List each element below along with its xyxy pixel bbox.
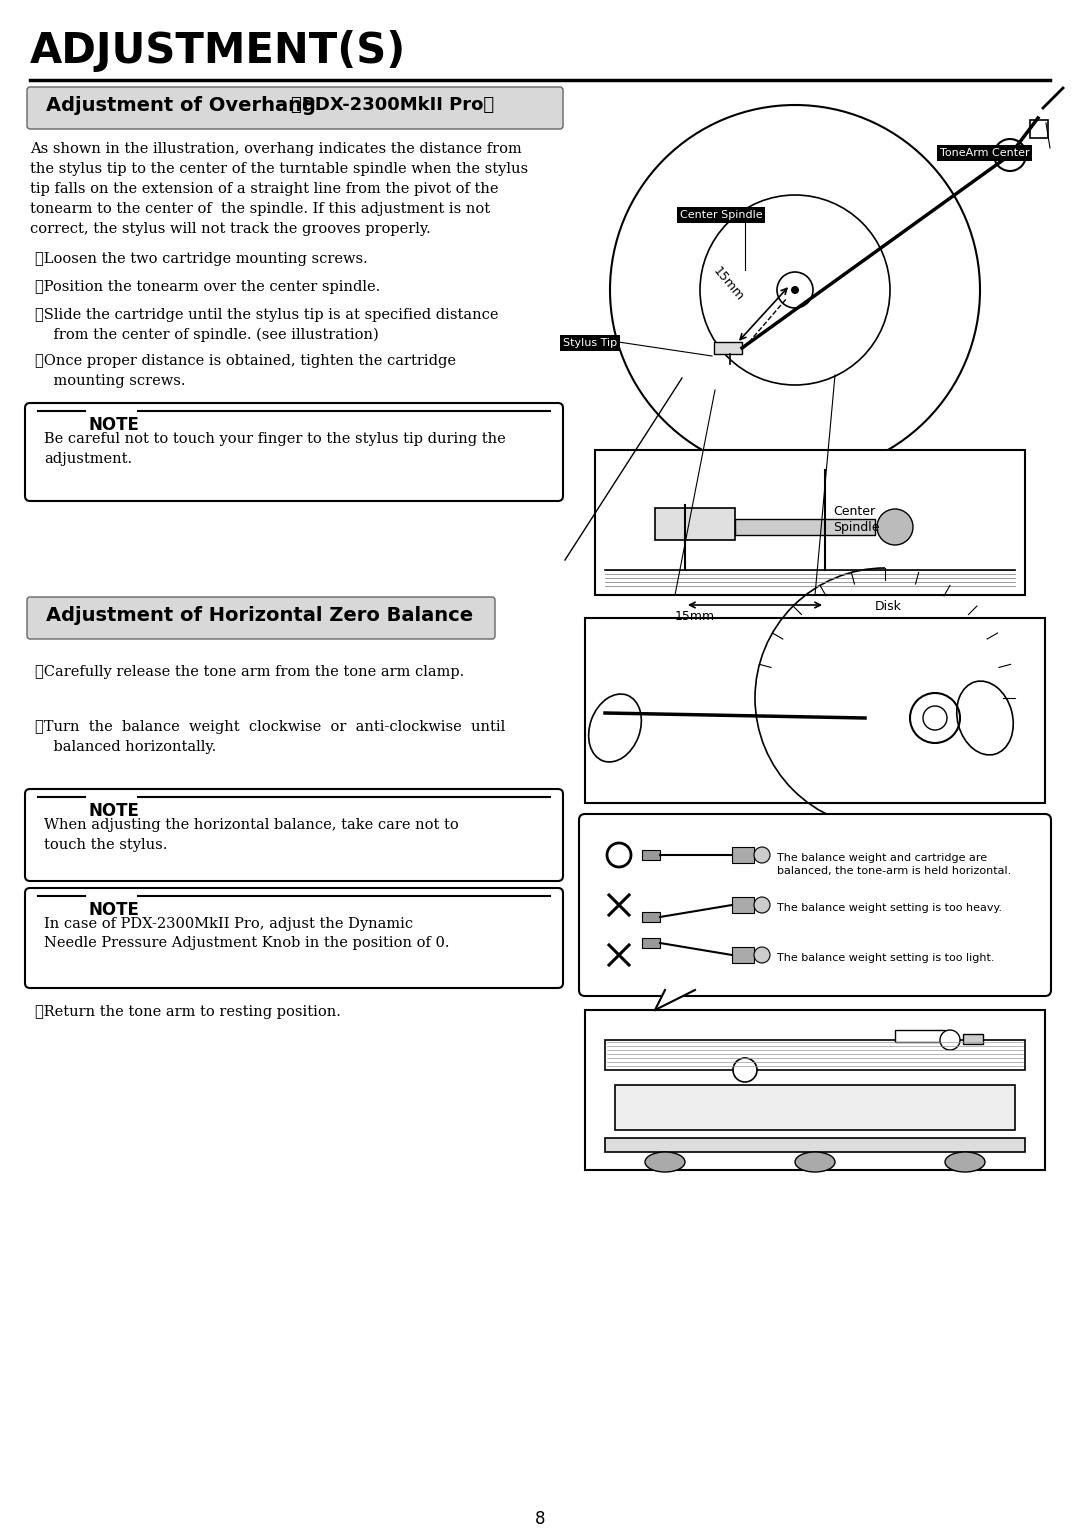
FancyBboxPatch shape [579,814,1051,996]
Text: 15mm: 15mm [675,610,715,623]
Text: In case of PDX-2300MkII Pro, adjust the Dynamic
Needle Pressure Adjustment Knob : In case of PDX-2300MkII Pro, adjust the … [44,917,449,950]
FancyBboxPatch shape [27,87,563,128]
Text: Adjustment of Overhang: Adjustment of Overhang [46,96,315,115]
Text: When adjusting the horizontal balance, take care not to
touch the stylus.: When adjusting the horizontal balance, t… [44,817,459,851]
Circle shape [791,286,799,293]
Text: ToneArm Center: ToneArm Center [940,148,1029,157]
Text: ③Slide the cartridge until the stylus tip is at specified distance
    from the : ③Slide the cartridge until the stylus ti… [35,309,499,342]
Bar [585,1010,1045,1170]
Text: ②Turn  the  balance  weight  clockwise  or  anti-clockwise  until
    balanced h: ②Turn the balance weight clockwise or an… [35,720,505,753]
Bar [642,938,660,947]
Text: ①Loosen the two cartridge mounting screws.: ①Loosen the two cartridge mounting screw… [35,252,368,266]
Text: ADJUSTMENT(S): ADJUSTMENT(S) [30,31,406,72]
Bar [605,1138,1025,1152]
Bar [615,1085,1015,1131]
Circle shape [754,847,770,863]
Text: Adjustment of Horizontal Zero Balance: Adjustment of Horizontal Zero Balance [46,607,473,625]
Text: The balance weight and cartridge are
balanced, the tone-arm is held horizontal.: The balance weight and cartridge are bal… [777,853,1011,876]
Text: ②Position the tonearm over the center spindle.: ②Position the tonearm over the center sp… [35,280,380,293]
FancyBboxPatch shape [25,403,563,501]
Bar [654,507,735,539]
FancyBboxPatch shape [25,788,563,882]
Bar [963,1034,983,1044]
Text: 15mm: 15mm [711,264,746,304]
Bar [585,617,1045,804]
Polygon shape [654,990,696,1010]
Bar [895,1030,945,1042]
Text: The balance weight setting is too heavy.: The balance weight setting is too heavy. [777,903,1002,914]
Text: As shown in the illustration, overhang indicates the distance from
the stylus ti: As shown in the illustration, overhang i… [30,142,528,237]
Bar [732,897,754,914]
Bar [732,847,754,863]
Text: Disk: Disk [875,601,902,613]
Circle shape [754,947,770,963]
Bar [605,1041,1025,1070]
Text: NOTE: NOTE [87,416,139,434]
Text: NOTE: NOTE [87,802,139,821]
Text: Center
Spindle: Center Spindle [833,504,879,533]
Text: NOTE: NOTE [87,902,139,918]
Bar [735,520,875,535]
Text: The balance weight setting is too light.: The balance weight setting is too light. [777,953,995,963]
Text: 8: 8 [535,1510,545,1528]
Text: ④Once proper distance is obtained, tighten the cartridge
    mounting screws.: ④Once proper distance is obtained, tight… [35,354,456,388]
Text: Be careful not to touch your finger to the stylus tip during the
adjustment.: Be careful not to touch your finger to t… [44,432,505,466]
Text: （PDX-2300MkII Pro）: （PDX-2300MkII Pro） [291,96,495,115]
Bar [595,451,1025,594]
FancyBboxPatch shape [27,597,495,639]
Bar [714,342,742,354]
Bar [1030,121,1048,138]
Ellipse shape [645,1152,685,1172]
Ellipse shape [795,1152,835,1172]
Circle shape [1005,151,1014,159]
Circle shape [754,897,770,914]
Circle shape [940,1030,960,1050]
Text: Center Spindle: Center Spindle [680,209,762,220]
Bar [732,947,754,963]
Circle shape [877,509,913,545]
Text: ①Carefully release the tone arm from the tone arm clamp.: ①Carefully release the tone arm from the… [35,665,464,678]
FancyBboxPatch shape [25,888,563,989]
Ellipse shape [945,1152,985,1172]
Circle shape [733,1057,757,1082]
Bar [642,912,660,921]
Bar [642,850,660,860]
Text: Stylus Tip: Stylus Tip [563,338,617,348]
Text: ③Return the tone arm to resting position.: ③Return the tone arm to resting position… [35,1005,341,1019]
